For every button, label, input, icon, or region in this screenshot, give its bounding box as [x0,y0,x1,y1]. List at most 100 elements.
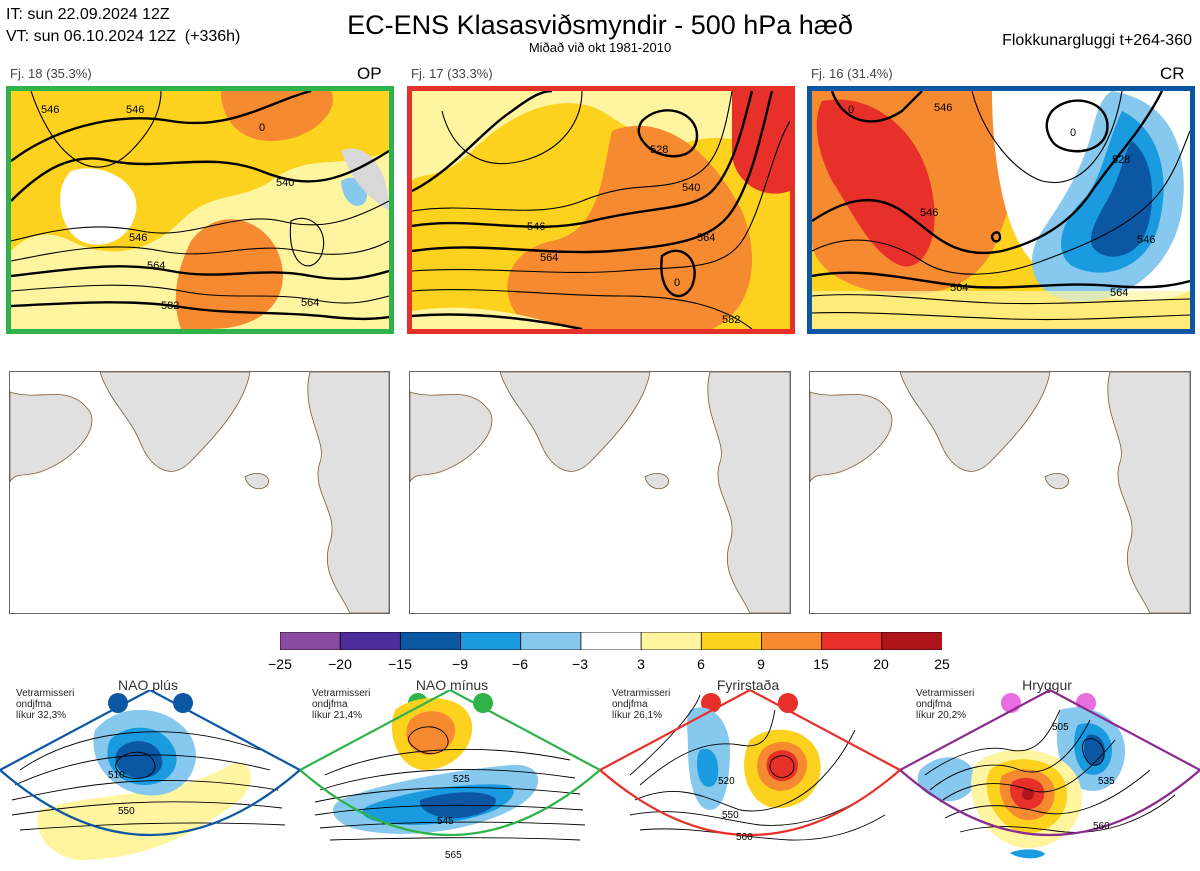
contour-line [329,837,581,841]
colorbar-tick-labels: −25 −20 −15 −9 −6 −3 3 6 9 15 20 25 [268,656,950,674]
colorbar-swatch [279,631,342,651]
contour-line [812,294,1190,305]
colorbar-tick: 6 [697,656,705,672]
land-greenland [499,372,651,472]
regime-2-map: 525 545 565 [300,690,600,861]
cluster-3-map: 546 528 546 546 564 564 0 0 [807,86,1195,334]
note-line: ondjfma [916,699,952,710]
regime-dot [473,693,493,713]
contour-label: 0 [848,104,854,116]
colorbar-swatch [700,631,763,651]
regime-frame [300,690,600,837]
contour-line [11,301,389,321]
contour-line [407,726,449,754]
land-greenland-edge [341,148,389,211]
contour-line [319,769,576,791]
land-iceland [244,473,269,490]
contour-label: 540 [682,182,700,194]
cluster-1-map: 546 546 540 546 564 582 564 0 [6,86,394,334]
contour-line [412,91,733,212]
note-line: ondjfma [312,699,348,710]
contour-line [412,91,553,193]
contour-line [289,217,325,267]
contour-line [971,91,1123,183]
colorbar-swatch [821,631,883,651]
note-line: Vetrarmisseri [16,688,75,699]
colorbar-tick: 25 [934,656,950,672]
contour-line [639,814,886,841]
contour-label: 560 [736,832,753,843]
contour-line [11,284,389,304]
contour-label: 564 [301,297,319,309]
regime-2-note: Vetrarmisseri ondjfma líkur 21,4% [312,688,370,721]
contour-line [11,149,389,202]
contour-line [441,91,583,165]
regime-2-name: NAO mínus [415,677,489,693]
colorbar-swatch [460,631,522,651]
land-iceland [1044,473,1069,490]
land-greenland [99,372,251,472]
contour-line [19,822,286,831]
contour-line [115,751,156,779]
regime-3-name: Fyrirstaða [716,677,780,693]
cluster-2-map: 528 540 546 564 564 582 0 [407,86,795,334]
note-line: ondjfma [612,699,648,710]
contour-line [11,91,312,162]
contour-line [412,313,583,329]
contour-line [944,769,1151,819]
base-map-1 [9,371,390,614]
contour-label: 505 [1052,722,1069,733]
contour-line [412,120,790,273]
contour-label: 546 [41,104,59,116]
cluster-2-label: Fj. 17 (33.3%) [411,66,493,81]
land-europe [1107,372,1190,613]
land-north-america [810,391,893,483]
note-line: Vetrarmisseri [312,688,371,699]
note-line: Vetrarmisseri [916,688,975,699]
contour-line [324,748,571,776]
contour-line [314,787,581,803]
contour-line [11,779,279,801]
contour-line [629,789,876,826]
contour-line [990,231,1002,243]
regime-1-map: 510 550 [0,690,300,860]
contour-label: 550 [118,806,135,817]
land-north-america [10,391,93,483]
contour-label: 582 [161,300,179,312]
colorbar-tick: −25 [268,656,292,672]
contour-line [637,109,699,158]
contour-line [11,240,389,262]
contour-line [412,91,754,229]
contour-line [11,801,283,816]
anomaly-field-orange [507,125,752,329]
colorbar-swatch [640,631,703,651]
contour-line [924,709,1061,776]
contour-label: 540 [276,177,294,189]
anomaly-field-neutral [60,168,137,245]
contour-line [830,91,923,123]
land-greenland [899,372,1051,472]
contour-line [660,249,696,298]
contour-line [319,821,586,829]
anomaly-positive-core [406,711,455,755]
colorbar-tick: −9 [452,656,468,672]
note-line: líkur 26,1% [612,710,663,721]
cluster-3-label: Fj. 16 (31.4%) [811,66,893,81]
cluster-1-label: Fj. 18 (35.3%) [10,66,92,81]
regime-dot [108,693,128,713]
anomaly-field-orange-north [221,91,333,141]
contour-label: 528 [1112,154,1130,166]
contour-line [1081,738,1105,766]
contour-label: 564 [950,282,968,294]
contour-line [11,265,389,281]
regime-1-note: Vetrarmisseri ondjfma líkur 32,3% [16,688,74,721]
contour-label: 565 [445,850,462,861]
base-map-2 [409,371,791,614]
contour-line [30,91,162,168]
contour-label: 546 [934,102,952,114]
colorbar-tick: 3 [637,656,645,672]
contour-line [314,804,584,816]
regime-frame [900,690,1200,837]
note-line: ondjfma [16,699,52,710]
header-run-info: IT: sun 22.09.2024 12Z VT: sun 06.10.202… [6,4,240,48]
